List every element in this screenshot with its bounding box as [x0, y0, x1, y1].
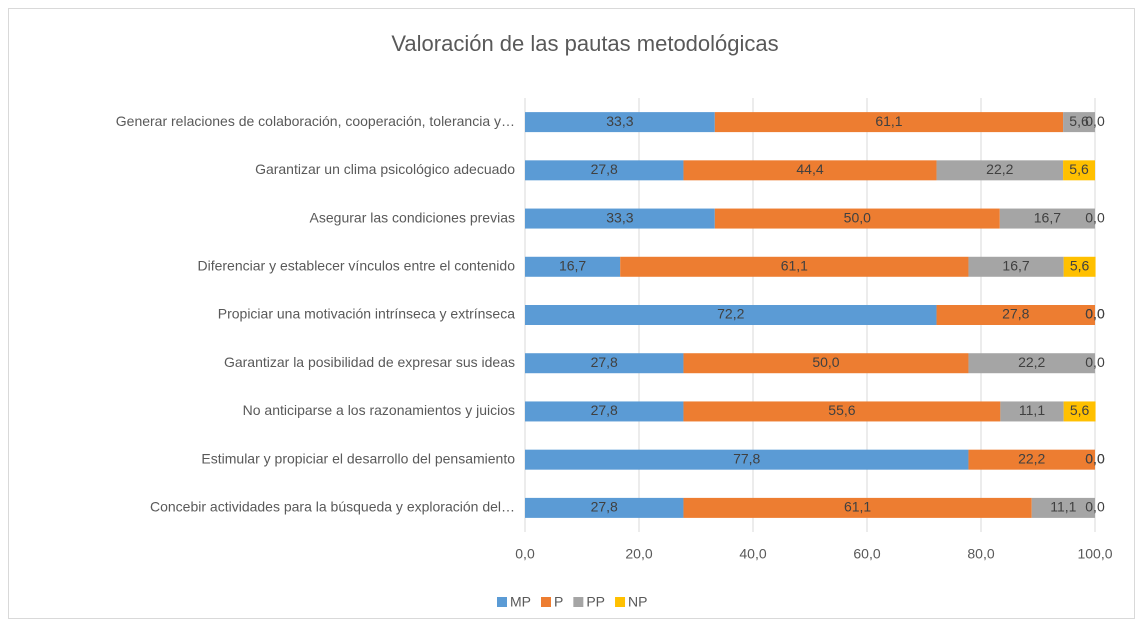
bar-segment: [968, 449, 1095, 470]
bar-segment: [525, 353, 684, 374]
x-tick-label: 100,0: [1077, 546, 1112, 562]
data-label: 11,1: [1050, 499, 1076, 515]
bar-segment: [936, 305, 1095, 325]
bar-segment: [683, 160, 937, 181]
data-label: 0,0: [1085, 450, 1105, 466]
data-label: 0,0: [1085, 499, 1105, 515]
legend-swatch: [615, 597, 626, 607]
data-label: 27,8: [591, 354, 618, 370]
data-label: 5,6: [1070, 402, 1090, 418]
bar-segment: [525, 112, 715, 133]
data-label: 44,4: [796, 161, 823, 177]
data-label: 0,0: [1085, 354, 1105, 370]
bar-segment: [525, 305, 937, 325]
category-label: Generar relaciones de colaboración, coop…: [116, 113, 515, 129]
data-label: 27,8: [591, 161, 618, 177]
bar-segment: [525, 449, 969, 470]
category-label: Estimular y propiciar el desarrollo del …: [201, 450, 515, 466]
data-label: 22,2: [1018, 354, 1045, 370]
bar-segment: [968, 353, 1095, 374]
bar-segment: [525, 160, 684, 181]
legend-label: NP: [628, 594, 647, 610]
data-label: 5,6: [1070, 257, 1090, 273]
category-label: Garantizar la posibilidad de expresar su…: [224, 354, 515, 370]
category-label: Asegurar las condiciones previas: [310, 209, 515, 225]
data-label: 0,0: [1085, 209, 1105, 225]
bar-segment: [683, 497, 1032, 518]
data-label: 77,8: [733, 450, 760, 466]
legend-swatch: [497, 597, 507, 607]
bar-segment: [714, 208, 1000, 229]
data-label: 5,6: [1069, 113, 1089, 129]
legend-swatch: [541, 597, 551, 607]
data-label: 5,6: [1069, 161, 1089, 177]
bar-segment: [999, 208, 1095, 229]
bar-segment: [1063, 256, 1096, 277]
data-label: 11,1: [1019, 402, 1045, 418]
legend-label: MP: [510, 594, 531, 610]
data-label: 33,3: [606, 209, 633, 225]
data-label: 16,7: [1034, 209, 1061, 225]
data-label: 72,2: [717, 306, 744, 322]
data-label: 55,6: [828, 402, 855, 418]
bar-segment: [1000, 401, 1064, 422]
x-tick-label: 20,0: [625, 546, 652, 562]
category-label: Concebir actividades para la búsqueda y …: [150, 499, 515, 515]
data-label: 0,0: [1085, 450, 1105, 466]
data-label: 33,3: [606, 113, 633, 129]
bar-segment: [683, 401, 1001, 422]
data-label: 22,2: [986, 161, 1013, 177]
bar-segment: [1063, 401, 1096, 422]
data-label: 0,0: [1085, 306, 1105, 322]
bar-segment: [1031, 497, 1095, 518]
data-label: 0,0: [1085, 113, 1105, 129]
category-label: Propiciar una motivación intrínseca y ex…: [218, 306, 515, 322]
x-tick-label: 80,0: [967, 546, 994, 562]
bar-segment: [620, 256, 969, 277]
legend-label: P: [554, 594, 563, 610]
category-label: Diferenciar y establecer vínculos entre …: [197, 257, 515, 273]
bar-segment: [525, 401, 684, 422]
data-label: 16,7: [559, 257, 586, 273]
bar-segment: [1063, 160, 1095, 181]
legend-swatch: [573, 597, 584, 607]
bar-segment: [714, 112, 1064, 133]
bar-segment: [936, 160, 1064, 181]
bar-segment: [525, 497, 684, 518]
data-label: 0,0: [1085, 306, 1105, 322]
data-label: 50,0: [812, 354, 839, 370]
x-tick-label: 0,0: [515, 546, 535, 562]
data-label: 50,0: [844, 209, 871, 225]
x-tick-label: 40,0: [739, 546, 766, 562]
bar-segment: [525, 208, 715, 229]
data-label: 27,8: [591, 402, 618, 418]
data-label: 16,7: [1002, 257, 1029, 273]
chart-title: Valoración de las pautas metodológicas: [391, 31, 778, 56]
data-label: 27,8: [591, 499, 618, 515]
data-label: 61,1: [875, 113, 902, 129]
bar-segment: [683, 353, 969, 374]
bar-segment: [525, 256, 621, 277]
x-tick-label: 60,0: [853, 546, 880, 562]
legend-label: PP: [586, 594, 605, 610]
data-label: 27,8: [1002, 306, 1029, 322]
bar-segment: [968, 256, 1064, 277]
bar-segment: [1063, 112, 1095, 133]
data-label: 61,1: [844, 499, 871, 515]
category-label: No anticiparse a los razonamientos y jui…: [243, 402, 515, 418]
data-label: 22,2: [1018, 450, 1045, 466]
data-label: 61,1: [781, 257, 808, 273]
category-label: Garantizar un clima psicológico adecuado: [255, 161, 515, 177]
